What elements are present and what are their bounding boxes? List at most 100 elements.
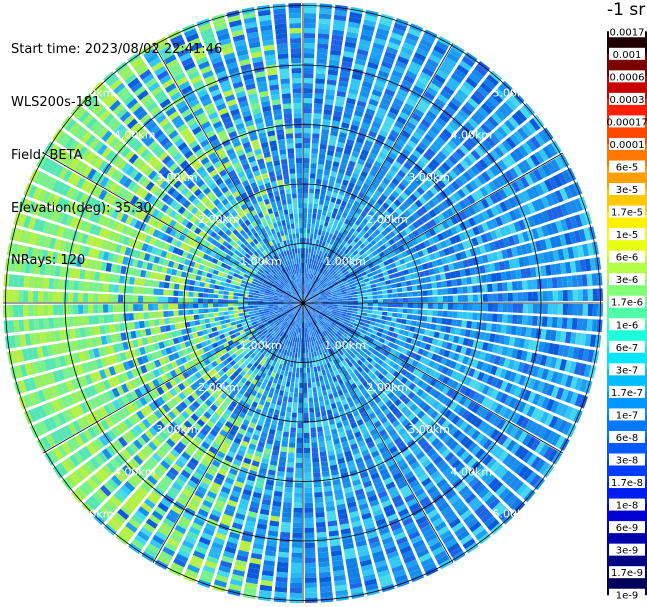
data-bin xyxy=(369,280,376,285)
data-bin xyxy=(312,269,316,275)
data-bin xyxy=(462,294,468,302)
data-bin xyxy=(304,487,313,493)
data-bin xyxy=(465,412,475,423)
data-bin xyxy=(368,263,375,269)
data-bin xyxy=(416,186,425,196)
data-bin xyxy=(391,312,398,318)
data-bin xyxy=(536,226,545,238)
data-bin xyxy=(386,289,393,294)
data-bin xyxy=(551,385,560,398)
data-bin xyxy=(317,300,323,303)
data-bin xyxy=(466,194,476,205)
data-bin xyxy=(463,424,473,435)
data-bin xyxy=(453,404,462,414)
data-bin xyxy=(406,286,413,292)
data-bin xyxy=(303,208,308,214)
data-bin xyxy=(391,355,399,363)
data-bin xyxy=(400,368,408,376)
data-bin xyxy=(388,37,402,46)
data-bin xyxy=(319,143,327,150)
data-bin xyxy=(339,163,347,170)
data-bin xyxy=(450,391,459,400)
data-bin xyxy=(376,268,383,274)
data-bin xyxy=(307,303,313,305)
data-bin xyxy=(318,314,324,319)
data-bin xyxy=(406,314,413,320)
data-bin xyxy=(421,248,429,256)
data-bin xyxy=(430,323,437,331)
data-bin xyxy=(323,316,329,321)
data-bin xyxy=(511,181,521,193)
data-bin xyxy=(480,198,490,209)
data-bin xyxy=(298,342,301,348)
data-bin xyxy=(513,373,522,384)
data-bin xyxy=(322,295,328,298)
data-bin xyxy=(454,362,462,372)
data-bin xyxy=(566,317,573,330)
data-bin xyxy=(328,64,339,71)
data-bin xyxy=(481,423,492,434)
data-bin xyxy=(457,188,466,199)
data-bin xyxy=(328,140,337,147)
data-bin xyxy=(481,384,490,395)
data-bin xyxy=(294,482,303,488)
data-bin xyxy=(336,310,343,314)
data-bin xyxy=(445,81,458,92)
data-bin xyxy=(405,337,413,344)
data-bin xyxy=(359,279,365,285)
data-bin xyxy=(436,258,443,266)
data-bin xyxy=(363,366,370,374)
data-bin xyxy=(306,296,311,300)
data-bin xyxy=(334,267,340,273)
data-bin xyxy=(285,477,294,483)
data-bin xyxy=(407,412,416,422)
data-bin xyxy=(312,467,321,473)
data-bin xyxy=(378,151,387,160)
data-bin xyxy=(492,303,498,312)
data-bin xyxy=(308,263,312,269)
data-bin xyxy=(318,370,323,377)
data-bin xyxy=(311,294,316,298)
data-bin xyxy=(444,197,454,207)
data-bin xyxy=(303,88,313,94)
data-bin xyxy=(353,230,360,237)
data-bin xyxy=(455,163,466,173)
data-bin xyxy=(323,109,333,116)
data-bin xyxy=(441,448,451,459)
data-bin xyxy=(320,461,329,467)
data-bin xyxy=(304,507,314,513)
data-bin xyxy=(463,376,472,386)
data-bin xyxy=(337,304,343,307)
data-bin xyxy=(493,191,503,202)
data-bin xyxy=(402,243,410,251)
data-bin xyxy=(306,306,310,311)
data-bin xyxy=(287,452,295,458)
data-bin xyxy=(437,179,446,189)
data-bin xyxy=(422,290,428,296)
data-bin xyxy=(279,451,287,458)
data-bin xyxy=(455,344,463,353)
data-bin xyxy=(313,103,323,109)
data-bin xyxy=(578,363,587,377)
data-bin xyxy=(404,175,413,184)
data-bin xyxy=(522,389,532,402)
data-bin xyxy=(314,501,324,508)
data-bin xyxy=(545,161,557,175)
data-bin xyxy=(327,274,333,280)
data-bin xyxy=(322,301,328,303)
data-bin xyxy=(469,330,476,339)
data-bin xyxy=(303,13,317,19)
data-bin xyxy=(446,378,455,387)
data-bin xyxy=(355,338,362,344)
data-bin xyxy=(313,396,319,403)
data-bin xyxy=(373,377,381,385)
data-bin xyxy=(375,32,388,41)
data-bin xyxy=(512,479,524,493)
data-bin xyxy=(382,329,389,335)
data-bin xyxy=(378,129,389,138)
data-bin xyxy=(295,472,303,478)
data-bin xyxy=(467,338,475,348)
data-bin xyxy=(436,317,443,324)
data-bin xyxy=(429,387,437,397)
data-bin xyxy=(307,304,313,308)
